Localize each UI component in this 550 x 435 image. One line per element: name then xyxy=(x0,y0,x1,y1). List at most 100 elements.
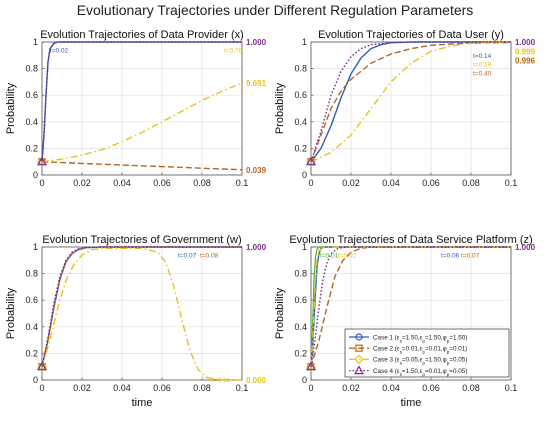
plot-area xyxy=(42,42,242,175)
plot-area xyxy=(42,247,242,380)
x-tick-label: 0.04 xyxy=(113,383,131,393)
panel-data-service-platform: 0 0.02 0.04 0.06 0.08 0.1 0 0.2 0.4 0.6 0.8 1 t=0.01… xyxy=(274,234,536,409)
y-tick-label: 0.6 xyxy=(25,90,38,100)
end-value-label: 1.000 xyxy=(246,243,267,252)
legend-box xyxy=(344,328,510,378)
x-axis-label: time xyxy=(132,397,153,409)
end-value-label: 0.000 xyxy=(246,376,267,385)
y-tick-label: 0.8 xyxy=(25,64,38,74)
start-marker-case3 xyxy=(37,156,47,167)
legend-label: Case 1 (εs=1.50,εp=1.50,φp=1.50) xyxy=(373,334,467,343)
panel-data-provider: 0 0.02 0.04 0.06 0.08 0.1 0 0.2 0.4 0.6 0.8 1 t=0.02… xyxy=(5,29,267,188)
annotation-label: t=0.02 xyxy=(338,253,357,260)
legend-marker-case4 xyxy=(353,365,365,375)
y-tick-label: 0.6 xyxy=(25,295,38,305)
x-tick-label: 0.06 xyxy=(153,178,171,188)
legend-label: Case 3 (εs=0.05,εp=1.50,φp=0.05) xyxy=(373,357,467,366)
annotation-label: t=0.07 xyxy=(178,253,197,260)
x-tick-label: 0.02 xyxy=(342,178,360,188)
annotation-label: t=0.76 xyxy=(224,48,243,55)
x-tick-label: 0.1 xyxy=(505,383,518,393)
x-tick-label: 0.1 xyxy=(236,178,249,188)
y-tick-label: 0.2 xyxy=(25,348,38,358)
annotation-label: t=0.07 xyxy=(461,253,480,260)
series-line-case1 xyxy=(310,41,511,163)
start-marker-case4 xyxy=(36,361,48,371)
end-value-label: 0.996 xyxy=(515,57,536,66)
x-tick-label: 0.06 xyxy=(422,383,440,393)
legend-marker-case2 xyxy=(355,344,363,352)
end-value-label: 0.039 xyxy=(246,166,267,175)
x-tick-label: 0.1 xyxy=(505,178,518,188)
y-tick-label: 1 xyxy=(302,242,307,252)
end-value-label: 0.691 xyxy=(246,79,267,88)
series-line-case2 xyxy=(41,246,242,367)
y-tick-label: 0 xyxy=(302,170,307,180)
series-line-case4 xyxy=(41,41,242,162)
annotation-label: t=0.40 xyxy=(473,70,492,77)
panel-title: Evolution Trajectories of Government (w) xyxy=(42,234,241,246)
x-tick-label: 0.06 xyxy=(153,383,171,393)
y-tick-label: 0.6 xyxy=(294,295,307,305)
x-tick-label: 0.08 xyxy=(193,178,211,188)
panel-data-user: 0 0.02 0.04 0.06 0.08 0.1 0 0.2 0.4 0.6 0.8 1 t=0.14… xyxy=(274,29,536,188)
start-marker-case3 xyxy=(37,361,47,372)
annotation-label: t=0.08 xyxy=(200,253,219,260)
y-tick-label: 0.2 xyxy=(294,348,307,358)
legend-marker-case3 xyxy=(354,354,364,365)
start-marker-case3 xyxy=(306,361,316,372)
end-value-label: 1.000 xyxy=(515,38,536,47)
series-line-case2 xyxy=(310,41,512,162)
y-tick-label: 0.4 xyxy=(294,117,307,127)
start-marker-case4 xyxy=(305,361,317,371)
y-tick-label: 0 xyxy=(33,170,38,180)
y-tick-label: 1 xyxy=(33,242,38,252)
y-tick-label: 0 xyxy=(33,375,38,385)
start-marker-case4 xyxy=(305,156,317,166)
figure-title: Evolutionary Trajectories under Differen… xyxy=(76,2,474,18)
x-tick-label: 0 xyxy=(39,178,44,188)
annotation-label: t=0.01 xyxy=(320,253,339,260)
annotation-label: t=0.06 xyxy=(441,253,460,260)
x-tick-label: 0.02 xyxy=(342,383,360,393)
annotation-label: t=0.11 xyxy=(212,377,230,384)
x-tick-label: 0.06 xyxy=(422,178,440,188)
y-tick-label: 0.8 xyxy=(294,269,307,279)
panel-government: 0 0.02 0.04 0.06 0.08 0.1 0 0.2 0.4 0.6 0.8 1 t=0.07… xyxy=(5,234,267,409)
y-axis-label: Probability xyxy=(5,82,17,134)
x-tick-label: 0.1 xyxy=(236,383,249,393)
annotation-label: t=0.14 xyxy=(473,53,492,60)
x-tick-label: 0.02 xyxy=(73,383,91,393)
x-tick-label: 0.08 xyxy=(462,178,480,188)
y-tick-label: 0.4 xyxy=(25,322,38,332)
x-tick-label: 0.04 xyxy=(113,178,131,188)
x-tick-label: 0 xyxy=(39,383,44,393)
x-tick-label: 0.08 xyxy=(193,383,211,393)
series-line-case4 xyxy=(41,246,242,367)
x-tick-label: 0.04 xyxy=(382,178,400,188)
panel-title: Evolution Trajectories of Data Service P… xyxy=(289,234,532,246)
end-value-label: 0.999 xyxy=(515,47,536,56)
x-axis-label: time xyxy=(401,397,422,409)
end-value-label: 1.000 xyxy=(246,38,267,47)
legend-marker-case1 xyxy=(355,333,363,341)
series-line-case3 xyxy=(41,82,243,163)
x-tick-label: 0 xyxy=(308,383,313,393)
panel-title: Evolution Trajectories of Data Provider … xyxy=(40,29,244,41)
y-tick-label: 0 xyxy=(302,375,307,385)
y-tick-label: 0.6 xyxy=(294,90,307,100)
end-value-label: 1.000 xyxy=(515,243,536,252)
y-tick-label: 0.4 xyxy=(25,117,38,127)
panel-title: Evolution Trajectories of Data User (y) xyxy=(318,29,504,41)
x-tick-label: 0 xyxy=(308,178,313,188)
annotation-label: t=0.19 xyxy=(473,62,492,69)
y-tick-label: 0.2 xyxy=(25,143,38,153)
legend: Case 1 (εs=1.50,εp=1.50,φp=1.50) Case 2 (… xyxy=(344,328,510,378)
series-line-case3 xyxy=(41,247,243,381)
y-tick-label: 0.2 xyxy=(294,143,307,153)
series-line-case2 xyxy=(41,161,243,171)
start-marker-case3 xyxy=(306,156,316,167)
y-tick-label: 1 xyxy=(33,37,38,47)
legend-label: Case 2 (εs=0.01,εp=0.01,φp=0.01) xyxy=(373,346,467,355)
